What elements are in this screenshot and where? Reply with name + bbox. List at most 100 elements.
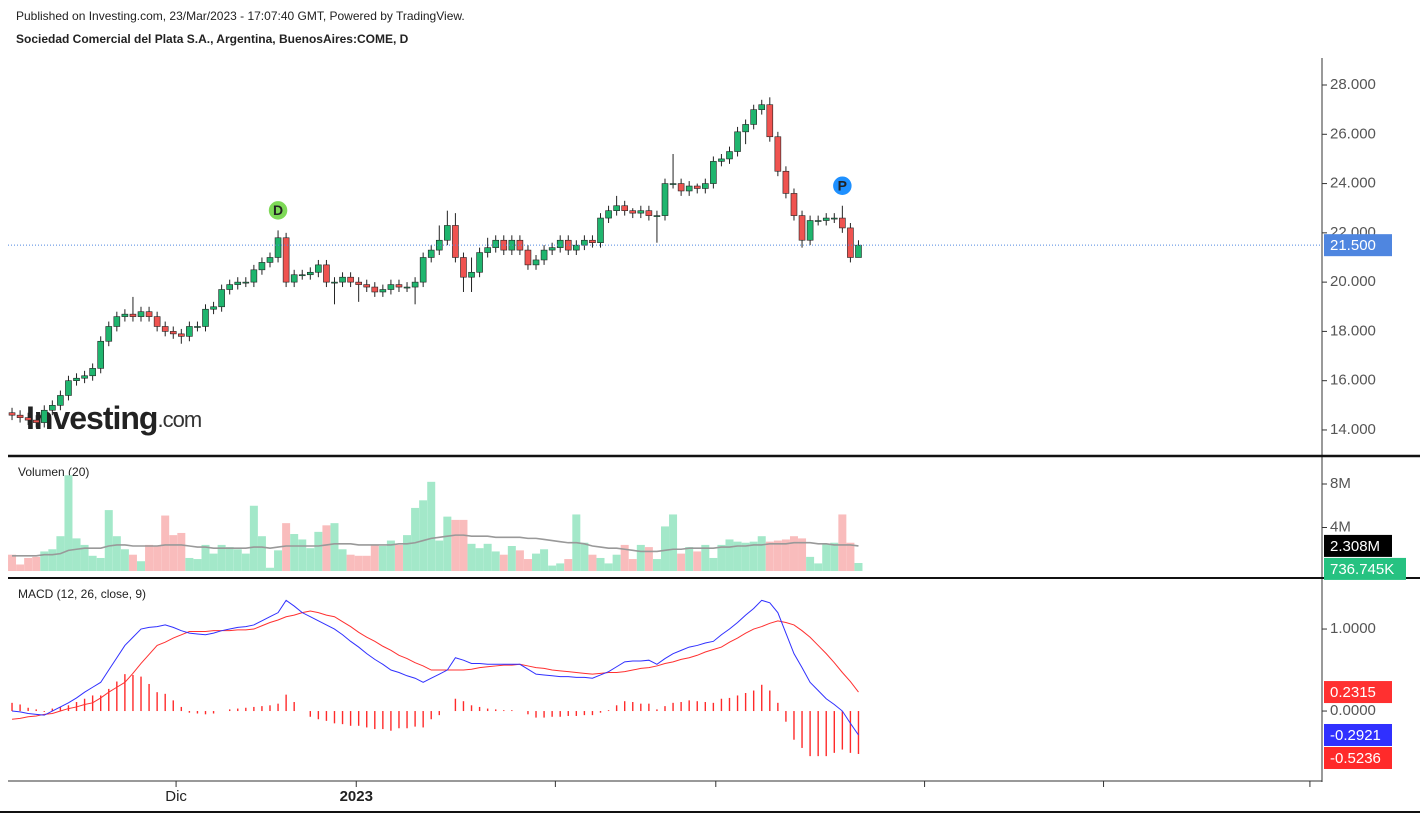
volume-bar bbox=[169, 535, 178, 572]
y-tick-label: 0.0000 bbox=[1330, 702, 1376, 719]
candle-body bbox=[855, 244, 862, 258]
candle-body bbox=[484, 247, 491, 253]
candle-body bbox=[355, 281, 362, 285]
volume-bar bbox=[32, 556, 41, 572]
volume-ma-line bbox=[12, 534, 859, 557]
volume-bar bbox=[677, 553, 686, 572]
candle-body bbox=[508, 239, 516, 251]
value-badge bbox=[1324, 746, 1392, 769]
volume-bar bbox=[644, 547, 653, 572]
candle-body bbox=[742, 124, 749, 133]
candle-body bbox=[540, 249, 548, 261]
candle-body bbox=[178, 333, 185, 337]
candle-body bbox=[556, 239, 564, 248]
candle-body bbox=[677, 183, 685, 192]
candle-body bbox=[8, 412, 16, 416]
volume-bar bbox=[274, 550, 283, 572]
candle-body bbox=[339, 276, 346, 283]
candle-body bbox=[290, 274, 298, 283]
candle-body bbox=[282, 237, 290, 283]
volume-bar bbox=[40, 551, 49, 572]
volume-bar bbox=[48, 549, 57, 572]
candle-body bbox=[605, 210, 612, 219]
volume-bar bbox=[378, 545, 387, 572]
volume-bar bbox=[72, 538, 81, 572]
event-marker bbox=[267, 199, 289, 222]
volume-bar bbox=[620, 544, 629, 572]
volume-bar bbox=[330, 523, 339, 572]
candle-body bbox=[186, 326, 193, 337]
candle-body bbox=[693, 185, 701, 189]
volume-bar bbox=[177, 532, 186, 572]
volume-bar bbox=[523, 559, 532, 572]
candle-body bbox=[89, 368, 96, 377]
volume-bar bbox=[24, 557, 33, 572]
volume-bar bbox=[137, 561, 146, 572]
candle-body bbox=[452, 225, 459, 258]
volume-bar bbox=[789, 536, 798, 572]
volume-bar bbox=[64, 475, 73, 572]
candle-body bbox=[516, 239, 524, 251]
candle-body bbox=[702, 183, 709, 189]
candle-body bbox=[718, 158, 725, 162]
macd-title: MACD (12, 26, close, 9) bbox=[18, 587, 146, 601]
candle-body bbox=[16, 414, 24, 418]
x-tick-label: 2023 bbox=[340, 788, 373, 805]
volume-bar bbox=[540, 549, 549, 572]
volume-bar bbox=[112, 536, 121, 572]
volume-bar bbox=[96, 557, 105, 572]
volume-bar bbox=[548, 565, 557, 572]
candle-body bbox=[532, 259, 540, 266]
candle-body bbox=[129, 313, 137, 317]
logo-suffix: .com bbox=[157, 407, 201, 432]
volume-bar bbox=[411, 507, 420, 572]
volume-bar bbox=[386, 540, 395, 572]
candle-body bbox=[548, 247, 556, 251]
y-tick-label: 1.0000 bbox=[1330, 620, 1376, 637]
volume-bar bbox=[459, 519, 468, 572]
candle-body bbox=[564, 239, 572, 251]
candle-body bbox=[573, 244, 580, 251]
volume-bar bbox=[854, 563, 863, 572]
y-tick-label: 28.000 bbox=[1330, 76, 1376, 93]
y-tick-label: 20.000 bbox=[1330, 273, 1376, 290]
volume-bar bbox=[370, 544, 379, 572]
volume-bar bbox=[403, 535, 412, 572]
volume-bar bbox=[798, 538, 807, 572]
volume-bar bbox=[88, 555, 97, 572]
volume-bar bbox=[765, 541, 774, 572]
candle-body bbox=[637, 210, 645, 214]
volume-bar bbox=[628, 559, 637, 572]
volume-bar bbox=[685, 547, 694, 572]
candle-body bbox=[57, 395, 64, 406]
macd-line bbox=[11, 599, 859, 736]
volume-bar bbox=[193, 559, 202, 572]
event-marker bbox=[831, 174, 854, 197]
candle-body bbox=[726, 151, 733, 160]
volume-bar bbox=[128, 554, 137, 572]
candle-body bbox=[210, 306, 217, 310]
volume-bar bbox=[394, 544, 403, 572]
candle-body bbox=[323, 264, 330, 283]
candle-body bbox=[460, 257, 467, 278]
volume-bar bbox=[661, 526, 669, 572]
candle-body bbox=[444, 225, 451, 241]
volume-bar bbox=[225, 547, 234, 572]
candle-body bbox=[645, 210, 653, 216]
volume-bar bbox=[451, 519, 460, 572]
candle-body bbox=[710, 161, 717, 184]
candle-body bbox=[49, 405, 56, 411]
candle-body bbox=[492, 239, 500, 248]
volume-bar bbox=[499, 554, 508, 572]
candle-body bbox=[40, 409, 48, 423]
candle-body bbox=[621, 205, 628, 211]
candle-body bbox=[81, 375, 88, 379]
volume-bar bbox=[322, 525, 331, 572]
volume-bar bbox=[636, 544, 645, 572]
candle-body bbox=[629, 210, 637, 214]
candle-body bbox=[121, 313, 129, 317]
candle-body bbox=[476, 252, 483, 273]
chart-title: Sociedad Comercial del Plata S.A., Argen… bbox=[16, 32, 409, 46]
candle-body bbox=[427, 249, 435, 258]
candle-body bbox=[73, 377, 80, 381]
